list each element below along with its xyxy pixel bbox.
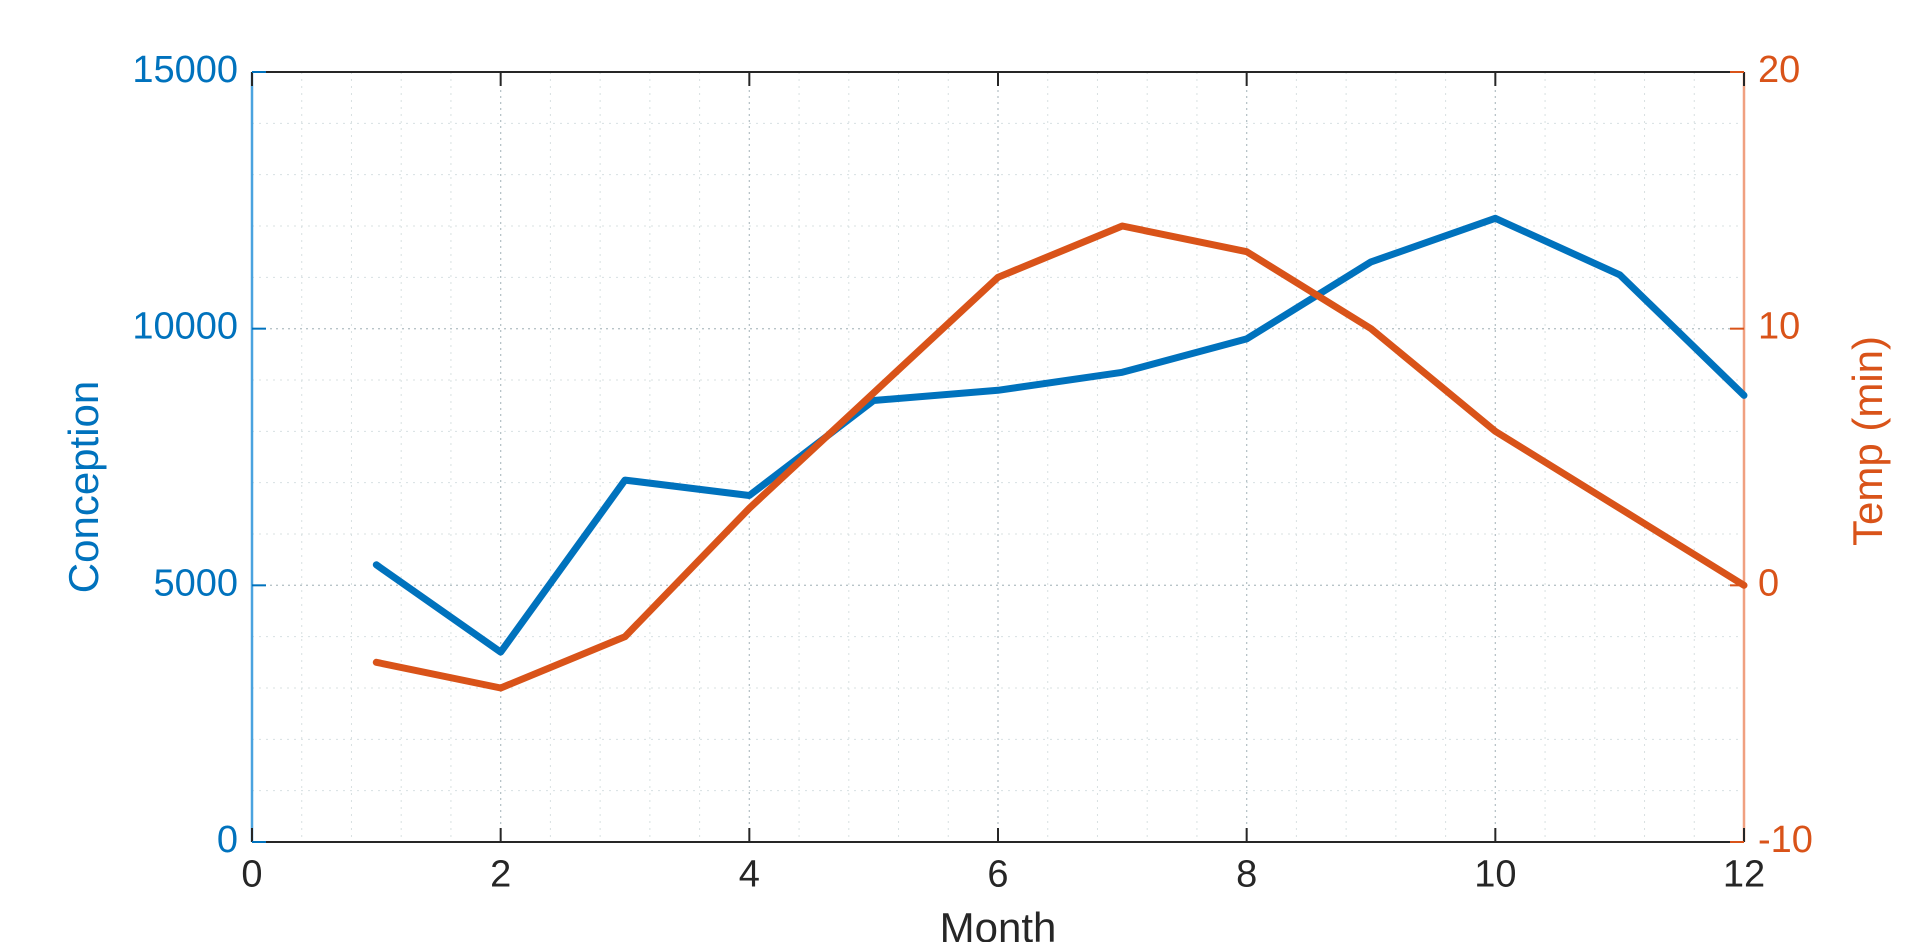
y-right-tick-label: 10 xyxy=(1758,306,1800,348)
y-left-tick-label: 0 xyxy=(217,819,238,861)
series-line-conception xyxy=(372,214,1748,656)
x-tick-label: 10 xyxy=(1474,853,1516,895)
series-group xyxy=(372,214,1748,692)
x-tick-label: 12 xyxy=(1723,853,1765,895)
x-tick-label: 8 xyxy=(1236,853,1257,895)
y-left-tick-label: 10000 xyxy=(132,306,238,348)
y-left-tick-label: 5000 xyxy=(153,562,238,604)
y-axis-right-label: Temp (min) xyxy=(1844,336,1891,546)
x-tick-label: 4 xyxy=(739,853,760,895)
x-tick-label: 2 xyxy=(490,853,511,895)
series-line-temp xyxy=(372,222,1748,692)
y-axis-left-label: Conception xyxy=(60,381,107,593)
y-right-tick-label: 0 xyxy=(1758,562,1779,604)
x-axis-label: Month xyxy=(940,904,1057,942)
tick-labels: 0 2 4 6 8 10 12 0 5000 10000 15000 -10 0 10 20 xyxy=(132,49,1813,895)
axes xyxy=(250,71,1746,843)
y-right-tick-label: 20 xyxy=(1758,49,1800,91)
x-tick-label: 0 xyxy=(241,853,262,895)
y-left-tick-label: 15000 xyxy=(132,49,238,91)
y-right-tick-label: -10 xyxy=(1758,819,1813,861)
x-tick-label: 6 xyxy=(987,853,1008,895)
